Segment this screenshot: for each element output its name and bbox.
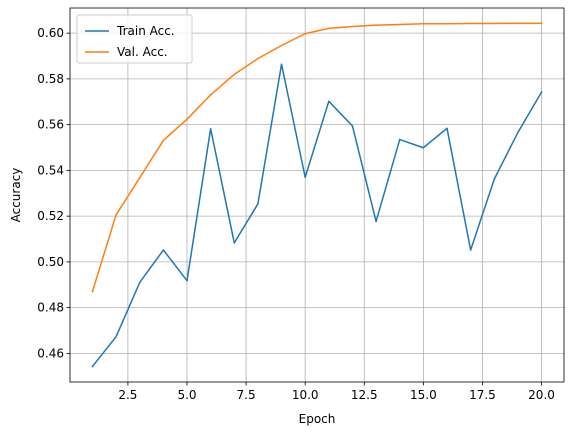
data-point — [257, 203, 259, 205]
legend-label: Val. Acc. — [117, 45, 168, 59]
data-point — [422, 23, 425, 25]
data-point — [351, 125, 354, 127]
data-point — [91, 290, 94, 293]
data-point — [209, 94, 212, 96]
data-point — [233, 73, 236, 76]
data-point — [115, 214, 117, 216]
x-tick-label: 5.0 — [177, 388, 196, 402]
data-point — [398, 138, 401, 141]
legend-label: Train Acc. — [116, 24, 175, 38]
data-point — [469, 22, 472, 25]
data-point — [398, 23, 401, 26]
data-point — [115, 335, 117, 338]
x-axis-label: Epoch — [299, 412, 336, 426]
x-tick-label: 7.5 — [237, 388, 256, 402]
data-point — [280, 44, 283, 47]
data-point — [138, 281, 141, 284]
data-point — [328, 100, 330, 103]
data-point — [493, 22, 496, 25]
y-tick-label: 0.52 — [37, 209, 64, 223]
data-point — [517, 22, 519, 25]
y-axis-label: Accuracy — [9, 168, 23, 223]
x-tick-label: 15.0 — [410, 388, 437, 402]
data-point — [186, 118, 188, 120]
data-point — [517, 131, 519, 134]
y-tick-label: 0.58 — [37, 72, 64, 86]
y-tick-label: 0.48 — [37, 301, 64, 315]
data-point — [446, 23, 448, 25]
y-tick-label: 0.54 — [37, 163, 64, 177]
x-tick-label: 20.0 — [528, 388, 555, 402]
x-tick-label: 2.5 — [118, 388, 137, 402]
data-point — [304, 32, 306, 35]
series-line-train-acc — [91, 63, 543, 368]
data-point — [162, 139, 165, 142]
data-point — [280, 63, 283, 66]
y-tick-label: 0.46 — [37, 346, 64, 360]
y-tick-label: 0.60 — [37, 26, 64, 40]
x-tick-label: 10.0 — [292, 388, 319, 402]
y-tick-label: 0.56 — [37, 118, 64, 132]
y-tick-label: 0.50 — [37, 255, 64, 269]
data-point — [540, 22, 543, 25]
data-point — [209, 128, 212, 130]
data-point — [375, 24, 377, 26]
ticks: 2.5 5.0 7.5 10.0 12.5 15.0 17.5 20.0 0.46 0.48 0.5… — [37, 26, 555, 402]
data-point — [493, 178, 496, 180]
data-point — [138, 176, 141, 179]
data-point — [186, 279, 188, 282]
data-point — [446, 127, 448, 130]
data-point — [540, 91, 543, 93]
axes-frame — [69, 7, 565, 383]
x-tick-label: 17.5 — [469, 388, 496, 402]
x-tick-label: 12.5 — [351, 388, 378, 402]
data-point — [162, 249, 165, 251]
data-point — [375, 220, 377, 223]
data-point — [422, 147, 425, 149]
grid — [70, 8, 564, 382]
data-point — [304, 176, 306, 179]
data-point — [328, 27, 330, 30]
series-lines — [91, 22, 543, 368]
data-point — [233, 242, 236, 244]
data-point — [351, 25, 354, 28]
legend-box — [76, 14, 193, 64]
data-point — [469, 249, 472, 251]
data-point — [91, 365, 94, 368]
series-line-val-acc — [91, 22, 543, 293]
data-point — [257, 57, 259, 60]
legend: Train Acc. Val. Acc. — [76, 14, 193, 64]
